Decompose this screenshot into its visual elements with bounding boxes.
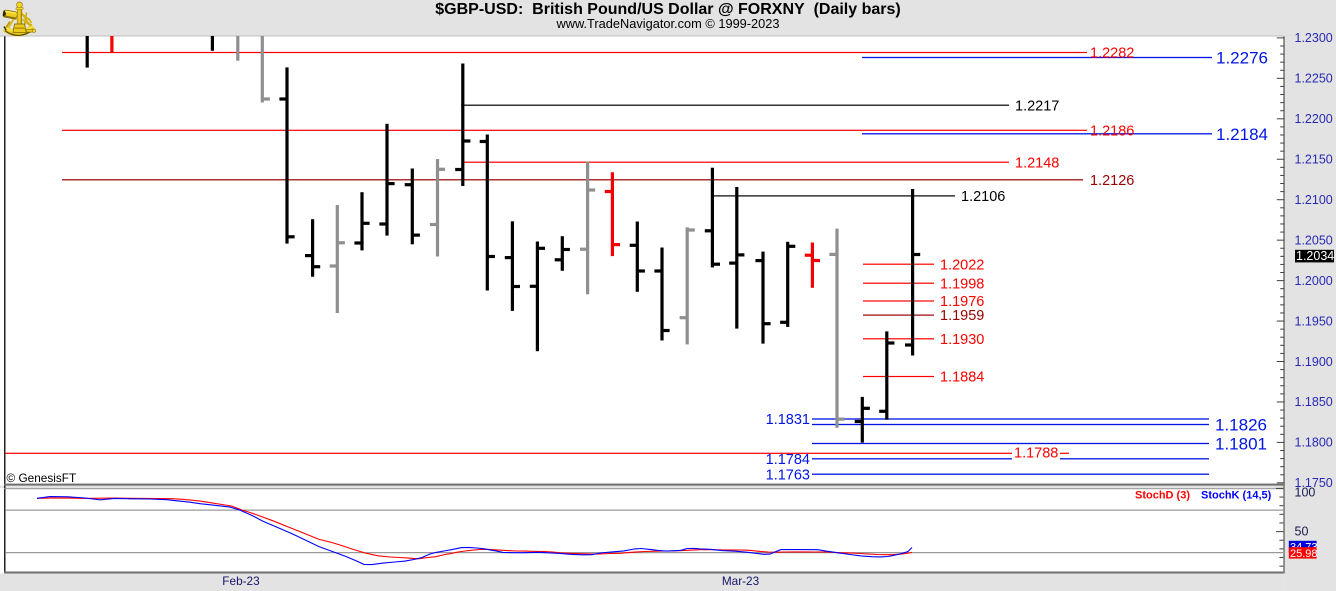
svg-text:1.1850: 1.1850 [1295,395,1333,409]
svg-text:1.1800: 1.1800 [1295,436,1333,450]
svg-text:$GBP-USD: British Pound/US Do: $GBP-USD: British Pound/US Dollar @ FORX… [435,1,900,18]
svg-text:1.2200: 1.2200 [1295,112,1333,126]
svg-text:1.2217: 1.2217 [1015,98,1059,114]
svg-text:1.1884: 1.1884 [940,370,984,386]
svg-text:1.1976: 1.1976 [940,294,984,310]
svg-text:1.1950: 1.1950 [1295,314,1333,328]
svg-text:1.2000: 1.2000 [1295,274,1333,288]
svg-text:1.2150: 1.2150 [1295,153,1333,167]
svg-text:1.1763: 1.1763 [766,467,810,483]
svg-text:Feb-23: Feb-23 [222,574,260,588]
svg-text:1.1801: 1.1801 [1215,434,1267,453]
svg-text:1.2050: 1.2050 [1295,234,1333,248]
svg-text:StochD (3): StochD (3) [1135,490,1190,502]
svg-text:1.2300: 1.2300 [1295,31,1333,45]
svg-text:1.1788: 1.1788 [1014,446,1058,462]
svg-text:1.2100: 1.2100 [1295,193,1333,207]
svg-text:1.1959: 1.1959 [940,308,984,324]
svg-text:1.2106: 1.2106 [961,189,1005,205]
svg-text:1.2126: 1.2126 [1090,173,1134,189]
svg-text:1.2282: 1.2282 [1090,46,1134,62]
svg-text:© GenesisFT: © GenesisFT [7,471,77,485]
svg-text:1.2276: 1.2276 [1216,49,1268,68]
svg-text:50: 50 [1295,525,1309,539]
svg-text:1.1750: 1.1750 [1295,476,1333,490]
svg-text:1.2184: 1.2184 [1216,125,1268,144]
svg-text:1.1998: 1.1998 [940,276,984,292]
svg-text:Mar-23: Mar-23 [722,574,760,588]
svg-text:1.1900: 1.1900 [1295,355,1333,369]
svg-text:StochK (14,5): StochK (14,5) [1201,490,1272,502]
svg-text:100: 100 [1295,486,1316,500]
svg-text:www.TradeNavigator.com © 1999-: www.TradeNavigator.com © 1999-2023 [555,16,779,31]
svg-text:1.1826: 1.1826 [1215,415,1267,434]
svg-text:1.1930: 1.1930 [940,332,984,348]
svg-text:1.2250: 1.2250 [1295,72,1333,86]
svg-text:1.2034: 1.2034 [1296,249,1334,263]
svg-text:1.2148: 1.2148 [1015,155,1059,171]
svg-text:1.2186: 1.2186 [1090,123,1134,139]
svg-text:1.1831: 1.1831 [766,412,810,428]
svg-text:1.1784: 1.1784 [766,452,810,468]
svg-text:1.2022: 1.2022 [940,257,984,273]
svg-text:25.98: 25.98 [1290,548,1318,560]
